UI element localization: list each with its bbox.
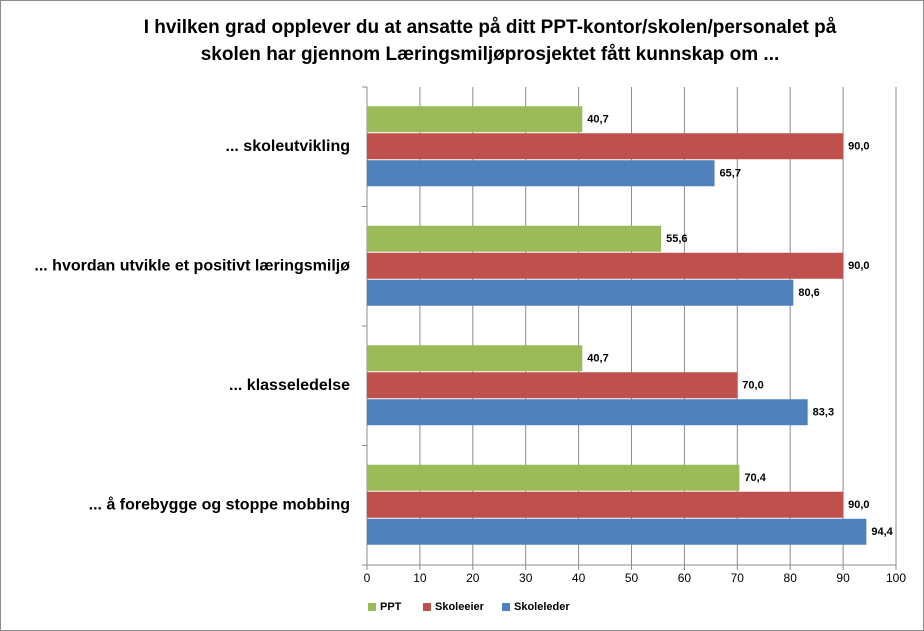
legend-label: Skoleleder: [514, 601, 570, 613]
bar: [367, 133, 844, 160]
value-label: 90,0: [848, 260, 869, 272]
value-label: 55,6: [666, 233, 687, 245]
legend-swatch: [368, 603, 376, 611]
bar: [367, 106, 583, 133]
x-tick-label: 90: [836, 571, 850, 585]
chart-title: I hvilken grad opplever du at ansatte på…: [143, 17, 837, 65]
bar: [367, 345, 583, 372]
value-label: 83,3: [813, 407, 834, 419]
value-label: 40,7: [587, 353, 608, 365]
value-label: 70,4: [744, 472, 766, 484]
x-tick-label: 40: [572, 571, 586, 585]
category-label: ... å forebygge og stoppe mobbing: [89, 495, 350, 513]
x-tick-label: 30: [519, 571, 533, 585]
bar: [367, 372, 738, 399]
bar: [367, 279, 794, 306]
x-tick-label: 60: [678, 571, 692, 585]
x-tick-label: 10: [413, 571, 427, 585]
bar: [367, 252, 844, 279]
value-label: 90,0: [848, 141, 869, 153]
bar: [367, 491, 844, 518]
value-label: 70,0: [742, 380, 763, 392]
category-label: ... hvordan utvikle et positivt læringsm…: [34, 257, 350, 274]
bar: [367, 518, 867, 545]
x-tick-label: 70: [731, 571, 745, 585]
legend-label: Skoleeier: [435, 601, 485, 613]
bar: [367, 225, 662, 252]
bar: [367, 399, 808, 426]
x-tick-label: 50: [625, 571, 639, 585]
legend-swatch: [423, 603, 431, 611]
category-label: ... skoleutvikling: [226, 138, 350, 155]
legend-swatch: [502, 603, 510, 611]
value-label: 40,7: [587, 114, 608, 126]
x-tick-label: 20: [466, 571, 480, 585]
bar: [367, 160, 715, 187]
x-tick-label: 100: [886, 571, 906, 585]
x-tick-label: 80: [784, 571, 798, 585]
value-label: 94,4: [871, 526, 893, 538]
value-label: 65,7: [720, 168, 741, 180]
x-tick-label: 0: [364, 571, 371, 585]
value-label: 80,6: [798, 287, 819, 299]
category-label: ... klasseledelse: [229, 377, 350, 394]
bar: [367, 464, 740, 491]
legend-label: PPT: [380, 601, 402, 613]
value-label: 90,0: [848, 499, 869, 511]
